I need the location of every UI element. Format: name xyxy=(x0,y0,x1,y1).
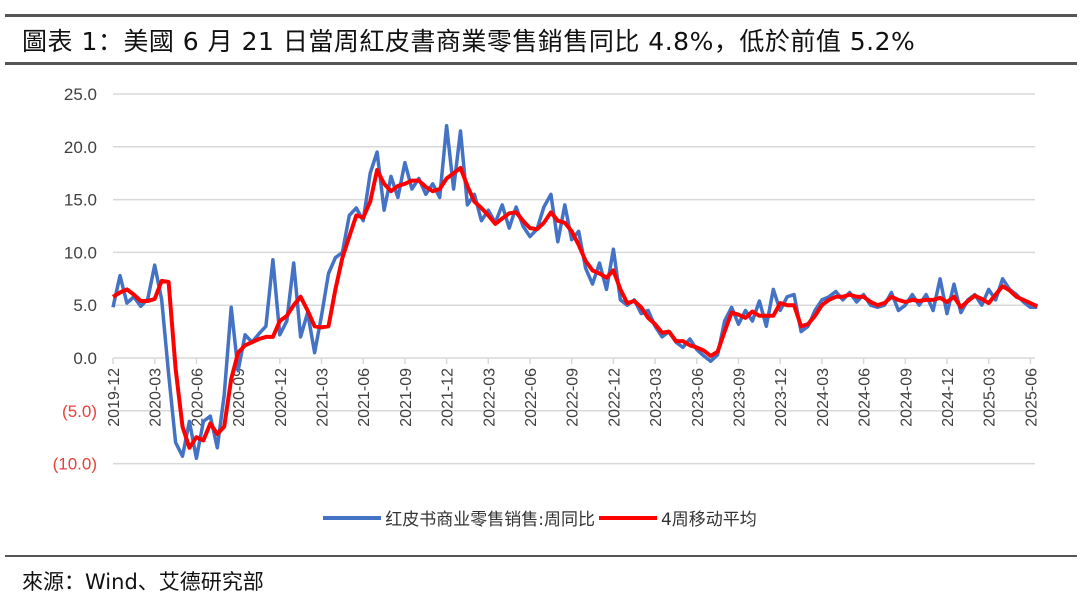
legend-item-weekly-yoy: 红皮书商业零售销售:周同比 xyxy=(323,505,595,530)
legend-label: 红皮书商业零售销售:周同比 xyxy=(385,510,595,530)
x-tick-label: 2020-09 xyxy=(231,368,248,427)
legend-swatch-blue xyxy=(323,515,382,520)
x-tick-label: 2020-06 xyxy=(189,368,206,427)
legend-swatch-red xyxy=(598,515,657,520)
x-tick-label: 2024-09 xyxy=(898,368,915,427)
y-tick-label: 15.0 xyxy=(64,191,97,210)
y-tick-label: 5.0 xyxy=(73,296,97,315)
y-tick-label: 0.0 xyxy=(73,349,97,368)
x-tick-label: 2023-09 xyxy=(732,368,749,427)
legend: 红皮书商业零售销售:周同比 4周移动平均 xyxy=(0,505,1080,530)
x-tick-label: 2023-03 xyxy=(648,368,665,427)
y-tick-label: (10.0) xyxy=(53,455,97,474)
x-tick-label: 2020-12 xyxy=(273,368,290,427)
line-chart: 25.0 20.0 15.0 10.0 5.0 0.0 (5.0) (10.0) 2019-12… xyxy=(53,85,1041,474)
title-top-rule xyxy=(5,14,1077,17)
y-tick-label: (5.0) xyxy=(62,402,97,421)
x-tick-label: 2024-03 xyxy=(815,368,832,427)
x-tick-label: 2022-09 xyxy=(565,368,582,427)
x-tick-label: 2021-09 xyxy=(398,368,415,427)
legend-label: 4周移动平均 xyxy=(660,510,757,530)
x-tick-label: 2022-12 xyxy=(606,368,623,427)
x-tick-label: 2024-06 xyxy=(857,368,874,427)
x-tick-label: 2022-03 xyxy=(481,368,498,427)
x-tick-label: 2023-12 xyxy=(773,368,790,427)
title-bottom-rule xyxy=(5,62,1077,65)
x-tick-label: 2022-06 xyxy=(523,368,540,427)
x-tick-label: 2020-03 xyxy=(148,368,165,427)
x-tick-label: 2019-12 xyxy=(106,368,123,427)
figure-title: 圖表 1：美國 6 月 21 日當周紅皮書商業零售銷售同比 4.8%，低於前值 … xyxy=(22,27,916,56)
x-tick-label: 2021-06 xyxy=(356,368,373,427)
y-tick-label: 25.0 xyxy=(64,85,97,104)
source-note: 來源：Wind、艾德研究部 xyxy=(22,570,264,594)
x-tick-label: 2021-03 xyxy=(315,368,332,427)
x-tick-label: 2025-03 xyxy=(982,368,999,427)
y-tick-label: 10.0 xyxy=(64,243,97,262)
x-tick-label: 2025-06 xyxy=(1023,368,1040,427)
x-tick-label: 2024-12 xyxy=(940,368,957,427)
source-rule xyxy=(5,555,1077,557)
x-tick-label: 2021-12 xyxy=(440,368,457,427)
y-tick-label: 20.0 xyxy=(64,138,97,157)
legend-item-4wk-ma: 4周移动平均 xyxy=(598,505,757,530)
moving-average-line xyxy=(111,165,1039,450)
x-tick-label: 2023-06 xyxy=(690,368,707,427)
